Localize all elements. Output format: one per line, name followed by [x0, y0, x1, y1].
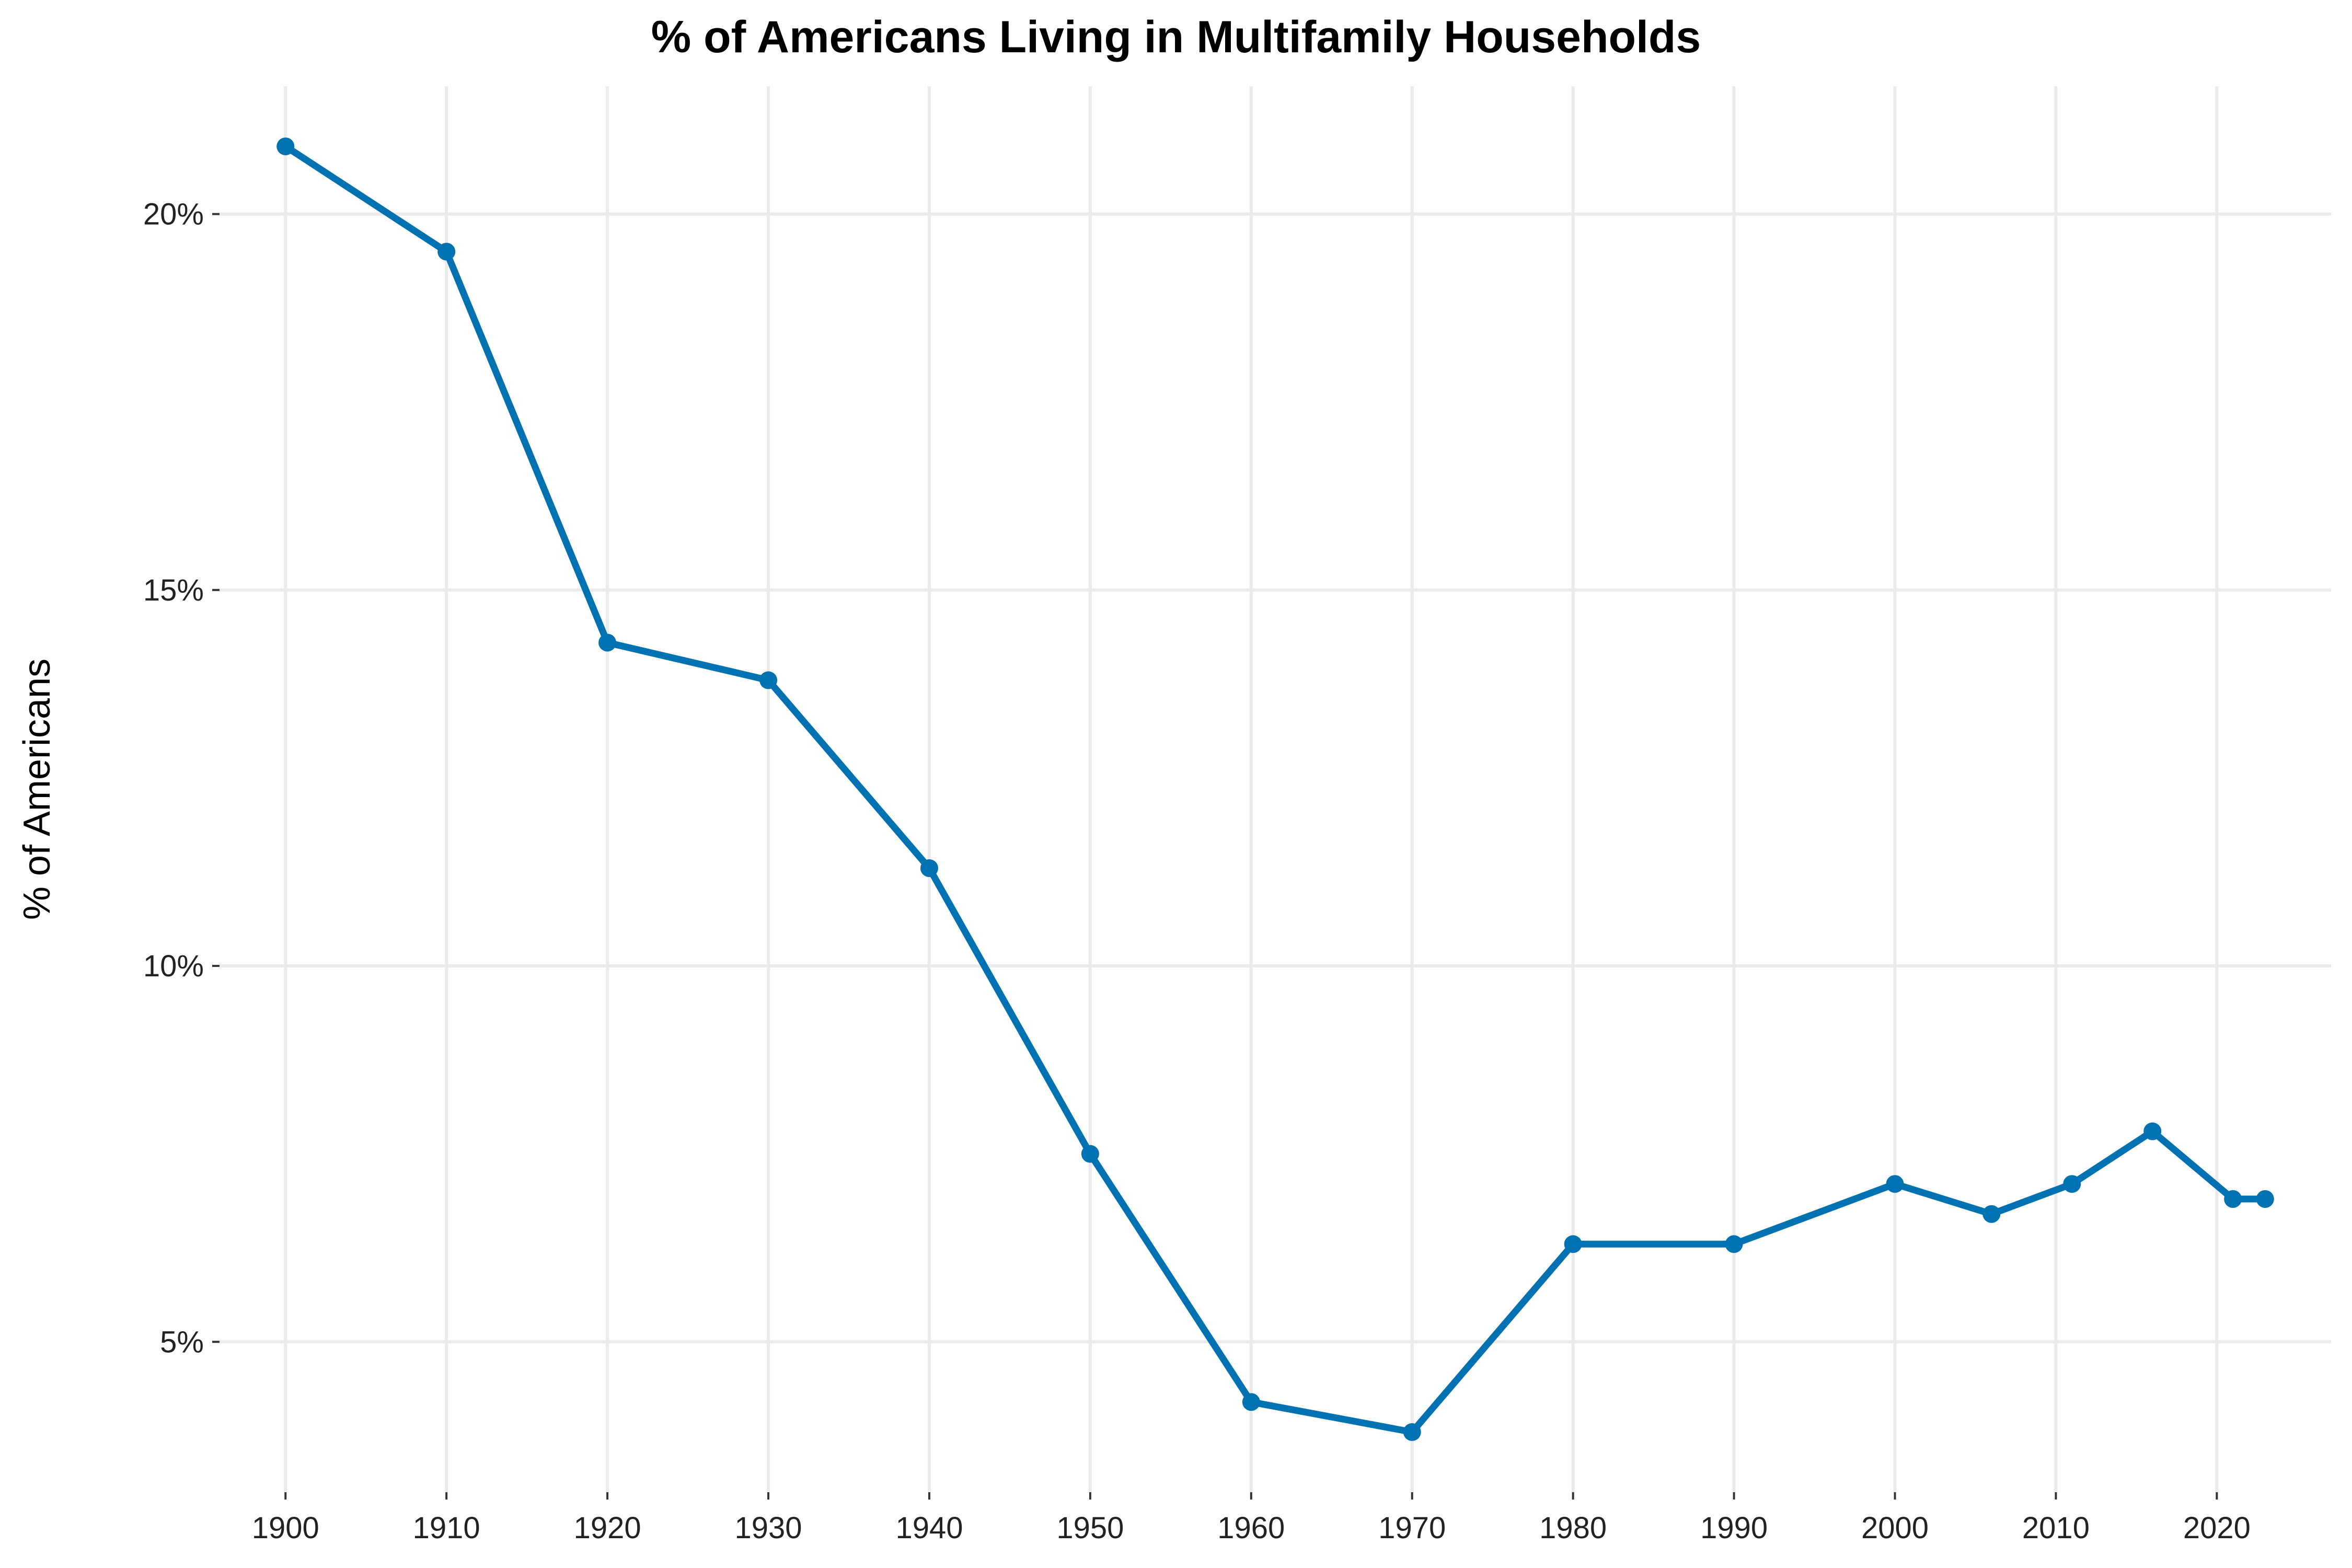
- data-point-1990: [1725, 1235, 1743, 1253]
- y-tick-label-10: 10%: [143, 949, 204, 983]
- y-tick-label-5: 5%: [160, 1325, 204, 1359]
- data-point-2011: [2063, 1175, 2081, 1193]
- x-tick-label-1990: 1990: [1700, 1511, 1768, 1545]
- axis-ticks: 1900 1910 1920 1930 1940 1950 1960 1970 1980 1990…: [143, 198, 2251, 1545]
- x-tick-label-1910: 1910: [413, 1511, 480, 1545]
- grid: [220, 86, 2331, 1492]
- series-line-0: [282, 143, 2269, 1436]
- data-point-2000: [1886, 1175, 1904, 1193]
- data-points: [276, 137, 2274, 1441]
- data-point-2006: [1982, 1205, 2001, 1223]
- data-point-2016: [2143, 1122, 2162, 1140]
- x-tick-label-1940: 1940: [895, 1511, 963, 1545]
- series-layer: [282, 143, 2269, 1436]
- x-tick-label-1900: 1900: [252, 1511, 319, 1545]
- data-point-1910: [437, 243, 456, 261]
- y-tick-label-15: 15%: [143, 573, 204, 607]
- data-point-1960: [1242, 1393, 1260, 1411]
- data-point-1930: [759, 671, 778, 689]
- x-tick-label-1970: 1970: [1378, 1511, 1446, 1545]
- y-tick-label-20: 20%: [143, 198, 204, 232]
- x-tick-label-2000: 2000: [1861, 1511, 1929, 1545]
- x-tick-label-1950: 1950: [1056, 1511, 1124, 1545]
- x-tick-label-2010: 2010: [2022, 1511, 2090, 1545]
- data-point-1950: [1081, 1145, 1099, 1163]
- x-tick-label-2020: 2020: [2183, 1511, 2251, 1545]
- x-tick-label-1930: 1930: [735, 1511, 802, 1545]
- data-point-2021: [2224, 1190, 2242, 1208]
- data-point-1940: [920, 859, 938, 878]
- x-tick-label-1980: 1980: [1539, 1511, 1607, 1545]
- data-point-1900: [276, 137, 295, 156]
- x-tick-label-1960: 1960: [1217, 1511, 1285, 1545]
- chart-title: % of Americans Living in Multifamily Hou…: [651, 12, 1701, 62]
- data-point-1920: [598, 633, 617, 652]
- x-tick-label-1920: 1920: [574, 1511, 641, 1545]
- data-point-2023: [2256, 1190, 2274, 1208]
- data-point-1980: [1564, 1235, 1582, 1253]
- data-point-1970: [1403, 1423, 1421, 1441]
- y-axis-label: % of Americans: [16, 659, 58, 920]
